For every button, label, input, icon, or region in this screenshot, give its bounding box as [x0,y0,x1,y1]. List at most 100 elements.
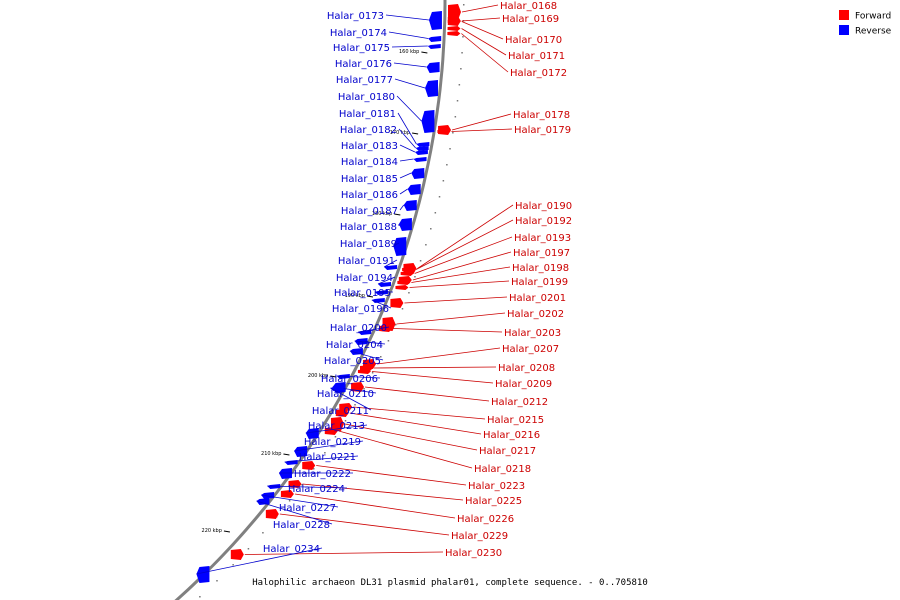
tick-mark [394,213,401,216]
halar-0181-gene-shape [416,142,430,147]
tick-label: 220 kbp [202,528,222,534]
halar-0208-leader-line [373,366,497,369]
halar-0182-leader-line [398,128,416,149]
halar-0215-leader-line [353,406,486,420]
scale-dot [452,132,454,134]
halar-0180-label: Halar_0180 [338,92,395,103]
scale-dot [430,228,432,230]
halar-0188-gene-shape [398,218,412,231]
halar-0184-leader-line [399,158,414,162]
halar-0195-label: Halar_0195 [334,288,391,299]
forward-legend-swatch [839,10,849,20]
scale-dot [216,580,218,582]
halar-0179-leader-line [451,128,513,132]
halar-0201-gene-shape [390,298,404,308]
halar-0234-label: Halar_0234 [263,544,320,555]
halar-0202-label: Halar_0202 [507,309,564,320]
scale-dot [462,36,464,38]
halar-0173-label: Halar_0173 [327,11,384,22]
scale-dot [408,292,410,294]
halar-0198-gene-shape [397,280,411,285]
halar-0186-leader-line [399,188,408,195]
scale-dot [419,260,422,262]
halar-0191-gene-shape [384,265,398,270]
scale-dot [449,148,451,150]
halar-0226-label: Halar_0226 [457,514,514,525]
halar-0177-gene-shape [425,80,439,97]
reverse-legend-swatch [839,25,849,35]
halar-0207-leader-line [376,347,501,365]
halar-0185-gene-shape [411,168,425,179]
halar-0206-leader-line [336,375,381,379]
halar-0180-gene-shape [421,110,435,133]
halar-0228-leader-line [256,500,333,525]
halar-0168-label: Halar_0168 [500,1,557,12]
gene-features: Halar_0168 Halar_0169 Halar_0170 Halar_0171… [196,1,572,583]
scale-dot [414,276,416,278]
scale-dot [363,388,365,390]
halar-0189-gene-shape [393,237,407,256]
halar-0196-leader-line [371,299,392,309]
halar-0184-label: Halar_0184 [341,157,398,168]
halar-0217-leader-line [344,423,478,451]
tick-mark [283,453,290,456]
halar-0234-leader-line [196,547,323,575]
halar-0207-label: Halar_0207 [502,344,559,355]
tick-label: 170 kbp [390,130,410,136]
halar-0183-leader-line [399,144,416,153]
scale-dot [442,180,445,182]
halar-0178-leader-line [451,113,512,131]
scale-dot [371,372,374,374]
halar-0202-leader-line [396,312,506,325]
halar-0171-label: Halar_0171 [508,51,565,62]
halar-0204-leader-line [354,340,386,345]
halar-0175-leader-line [391,45,428,48]
halar-0216-gene-shape [335,409,349,417]
scale-dot [288,500,291,502]
halar-0197-leader-line [412,251,512,281]
reverse-legend-label: Reverse [855,27,892,37]
halar-0176-leader-line [393,62,427,68]
scale-dot [312,468,315,470]
halar-0176-gene-shape [426,62,440,73]
halar-0230-leader-line [244,551,444,555]
halar-0222-gene-shape [278,468,292,479]
scale-dot [262,532,264,534]
scale-dot [438,196,441,198]
halar-0205-leader-line [349,350,384,361]
halar-0230-label: Halar_0230 [445,548,502,559]
halar-0224-leader-line [267,485,348,489]
tick-label: 160 kbp [399,49,419,55]
halar-0189-label: Halar_0189 [340,239,397,250]
halar-0182-gene-shape [415,146,429,151]
halar-0169-leader-line [461,17,501,22]
halar-0181-leader-line [397,112,417,145]
halar-0171-gene-shape [447,26,461,31]
halar-0219-gene-shape [294,446,308,457]
scale-dot [458,84,461,86]
halar-0192-leader-line [415,219,514,270]
halar-0198-leader-line [411,266,511,283]
halar-0222-label: Halar_0222 [294,469,351,480]
halar-0230-gene-shape [230,549,244,560]
halar-0218-leader-line [338,430,473,469]
scale-dot [461,52,463,54]
halar-0193-gene-shape [400,271,414,276]
halar-0206-label: Halar_0206 [321,374,378,385]
halar-0186-label: Halar_0186 [341,190,398,201]
halar-0185-label: Halar_0185 [341,174,398,185]
halar-0200-leader-line [358,326,390,333]
halar-0171-leader-line [461,28,507,56]
kbp-ticks: 160 kbp 170 kbp 180 kbp 190 kbp 200 kbp 210 k… [199,4,465,598]
halar-0189-leader-line [393,242,400,247]
halar-0213-label: Halar_0213 [308,421,365,432]
scale-dot [199,596,201,598]
halar-0174-label: Halar_0174 [330,28,387,39]
scale-dot [401,308,404,310]
halar-0185-leader-line [399,172,412,179]
halar-0226-gene-shape [280,490,294,498]
forward-legend-label: Forward [855,12,891,22]
halar-0192-gene-shape [402,267,416,272]
halar-0201-label: Halar_0201 [509,293,566,304]
